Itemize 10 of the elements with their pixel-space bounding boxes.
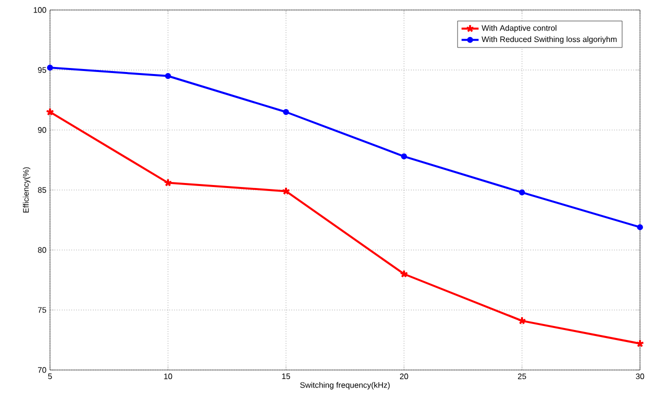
point bbox=[283, 109, 289, 115]
point bbox=[400, 270, 408, 278]
point bbox=[519, 189, 525, 196]
point bbox=[47, 64, 53, 71]
point bbox=[401, 153, 407, 160]
point bbox=[518, 316, 526, 325]
point bbox=[637, 224, 643, 230]
point bbox=[164, 178, 172, 187]
point bbox=[165, 73, 171, 79]
point bbox=[282, 186, 290, 196]
